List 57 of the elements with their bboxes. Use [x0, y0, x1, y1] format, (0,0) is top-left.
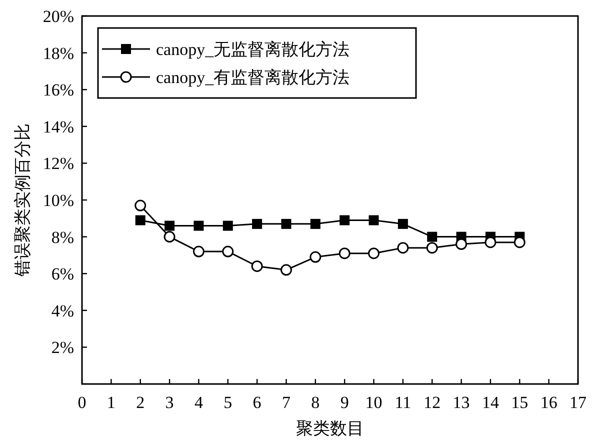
x-axis-title: 聚类数目 — [296, 419, 364, 438]
point — [484, 236, 496, 248]
point — [340, 215, 350, 226]
point — [164, 220, 175, 231]
point — [135, 215, 146, 226]
y-tick-label: 10% — [42, 191, 74, 210]
point — [194, 220, 204, 231]
x-tick-label: 17 — [570, 393, 587, 412]
y-tick-label: 2% — [51, 338, 74, 358]
x-tick-label: 16 — [540, 393, 558, 412]
x-tick-label: 0 — [78, 393, 86, 412]
point — [251, 260, 263, 272]
legend-label: canopy_无监督离散化方法 — [156, 40, 350, 59]
x-tick-label: 12 — [424, 393, 441, 412]
x-tick-label: 8 — [311, 393, 320, 412]
point — [310, 218, 320, 229]
legend-label: canopy_有监督离散化方法 — [156, 68, 350, 87]
x-tick-label: 4 — [194, 393, 204, 412]
point — [134, 200, 146, 212]
x-tick-label: 14 — [482, 393, 500, 412]
point — [514, 236, 526, 248]
y-tick-label: 16% — [42, 80, 74, 100]
point — [338, 248, 350, 260]
point — [252, 218, 262, 229]
x-tick-label: 15 — [511, 393, 528, 412]
point — [397, 242, 409, 254]
point — [222, 220, 233, 231]
x-tick-label: 1 — [106, 393, 116, 412]
point — [398, 218, 408, 229]
point — [456, 238, 468, 250]
x-tick-label: 11 — [394, 393, 412, 412]
y-tick-label: 6% — [51, 264, 74, 284]
x-tick-label: 13 — [452, 393, 470, 412]
point — [222, 246, 234, 258]
x-tick-label: 10 — [365, 393, 382, 412]
x-tick-label: 3 — [165, 393, 174, 412]
y-tick-label: 20% — [42, 7, 74, 26]
point — [192, 246, 204, 258]
point — [368, 215, 379, 226]
point — [164, 231, 176, 243]
y-tick-label: 12% — [42, 154, 74, 174]
y-tick-label: 14% — [42, 117, 74, 136]
point — [281, 218, 292, 229]
point — [427, 232, 438, 242]
y-tick-label: 4% — [51, 301, 74, 320]
x-tick-label: 2 — [136, 393, 145, 412]
point — [368, 248, 380, 260]
x-tick-label: 7 — [282, 393, 291, 412]
y-tick-label: 18% — [42, 44, 74, 63]
x-tick-label: 9 — [340, 393, 349, 412]
point — [426, 242, 438, 254]
y-axis-title: 错误聚类实例百分比 — [13, 124, 32, 278]
y-tick-label: 8% — [51, 228, 74, 247]
point — [310, 251, 322, 263]
x-tick-label: 6 — [252, 393, 262, 412]
x-tick-label: 5 — [224, 393, 232, 412]
point — [280, 264, 292, 276]
